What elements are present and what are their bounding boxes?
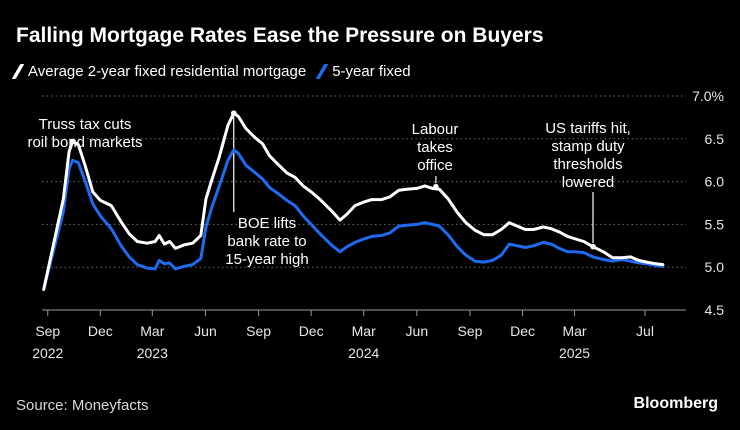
source-note: Source: Moneyfacts — [16, 397, 149, 414]
x-tick-year: 2022 — [32, 345, 63, 361]
x-tick-label: Mar — [352, 323, 376, 339]
x-axis-ticks: Sep 2022 Dec Mar 2023 Jun Sep Dec Mar 2024 Jun Sep D… — [32, 309, 686, 361]
legend-item-2yr: Average 2-year fixed residential mortgag… — [11, 63, 307, 80]
annotation-leaders — [69, 109, 597, 251]
annotation-tariffs-line: lowered — [562, 174, 615, 191]
x-tick-label: Sep — [35, 323, 60, 339]
legend-label-5yr: 5-year fixed — [332, 63, 411, 80]
x-tick-label: Sep — [246, 323, 271, 339]
x-tick-label: Jun — [194, 323, 217, 339]
x-tick-label: Jun — [406, 323, 429, 339]
annotation-truss-line: Truss tax cuts — [39, 116, 132, 133]
x-tick-label: Jul — [636, 323, 654, 339]
y-tick-label: 4.5 — [705, 302, 725, 318]
annotation-boe-line: 15-year high — [225, 251, 308, 268]
brand-logo: Bloomberg — [633, 395, 718, 412]
x-tick-label: Mar — [140, 323, 164, 339]
x-tick-label: Mar — [562, 323, 586, 339]
y-axis-ticks: 4.5 5.0 5.5 6.0 6.5 7.0% — [692, 88, 724, 318]
annotation-labour-line: Labour — [412, 121, 459, 138]
annotation-tariffs-line: thresholds — [553, 156, 622, 173]
x-tick-year: 2025 — [559, 345, 590, 361]
annotation-boe-line: BOE lifts — [238, 215, 296, 232]
y-tick-label: 6.5 — [705, 131, 725, 147]
series-line-5yr — [42, 148, 665, 291]
annotation-labour-line: takes — [417, 139, 453, 156]
x-tick-label: Dec — [88, 323, 113, 339]
x-tick-year: 2024 — [348, 345, 379, 361]
x-tick-label: Dec — [299, 323, 324, 339]
annotation-tariffs-line: stamp duty — [551, 138, 625, 155]
legend-item-5yr: 5-year fixed — [315, 63, 411, 80]
chart-legend: Average 2-year fixed residential mortgag… — [11, 63, 425, 80]
y-tick-label: 6.0 — [705, 174, 725, 190]
annotation-boe-line: bank rate to — [227, 233, 306, 250]
x-tick-label: Sep — [458, 323, 483, 339]
annotation-truss-line: roil bond markets — [27, 134, 142, 151]
x-tick-label: Dec — [510, 323, 535, 339]
x-tick-year: 2023 — [137, 345, 168, 361]
y-tick-label: 5.5 — [705, 216, 725, 232]
annotation-labour-line: office — [417, 157, 453, 174]
legend-label-2yr: Average 2-year fixed residential mortgag… — [28, 63, 307, 80]
y-tick-label: 5.0 — [705, 259, 725, 275]
annotation-tariffs-line: US tariffs hit, — [545, 120, 631, 137]
chart-title: Falling Mortgage Rates Ease the Pressure… — [16, 24, 544, 47]
y-tick-label: 7.0% — [692, 88, 724, 104]
series-lines — [42, 111, 665, 291]
series-line-2yr — [42, 111, 665, 291]
